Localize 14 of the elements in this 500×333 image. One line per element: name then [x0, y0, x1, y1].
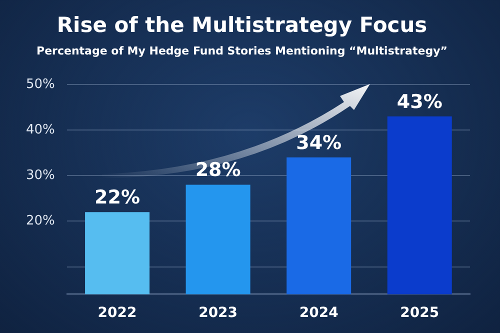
data-label: 22% — [94, 186, 140, 209]
y-tick-label: 20% — [26, 214, 55, 229]
x-tick-label: 2022 — [98, 305, 137, 322]
chart-subtitle: Percentage of My Hedge Fund Stories Mentioning “Multistrategy” — [36, 44, 448, 58]
chart-title: Rise of the Multistrategy Focus — [56, 13, 428, 38]
y-tick-label: 30% — [26, 168, 55, 183]
data-label: 43% — [396, 90, 442, 113]
y-tick-label: 50% — [26, 76, 55, 92]
y-tick-label: 40% — [26, 122, 55, 138]
x-tick-label: 2023 — [198, 305, 238, 322]
data-label: 34% — [296, 132, 342, 154]
x-tick-label: 2024 — [299, 305, 339, 322]
data-label: 28% — [195, 159, 241, 182]
x-tick-label: 2025 — [400, 305, 440, 322]
